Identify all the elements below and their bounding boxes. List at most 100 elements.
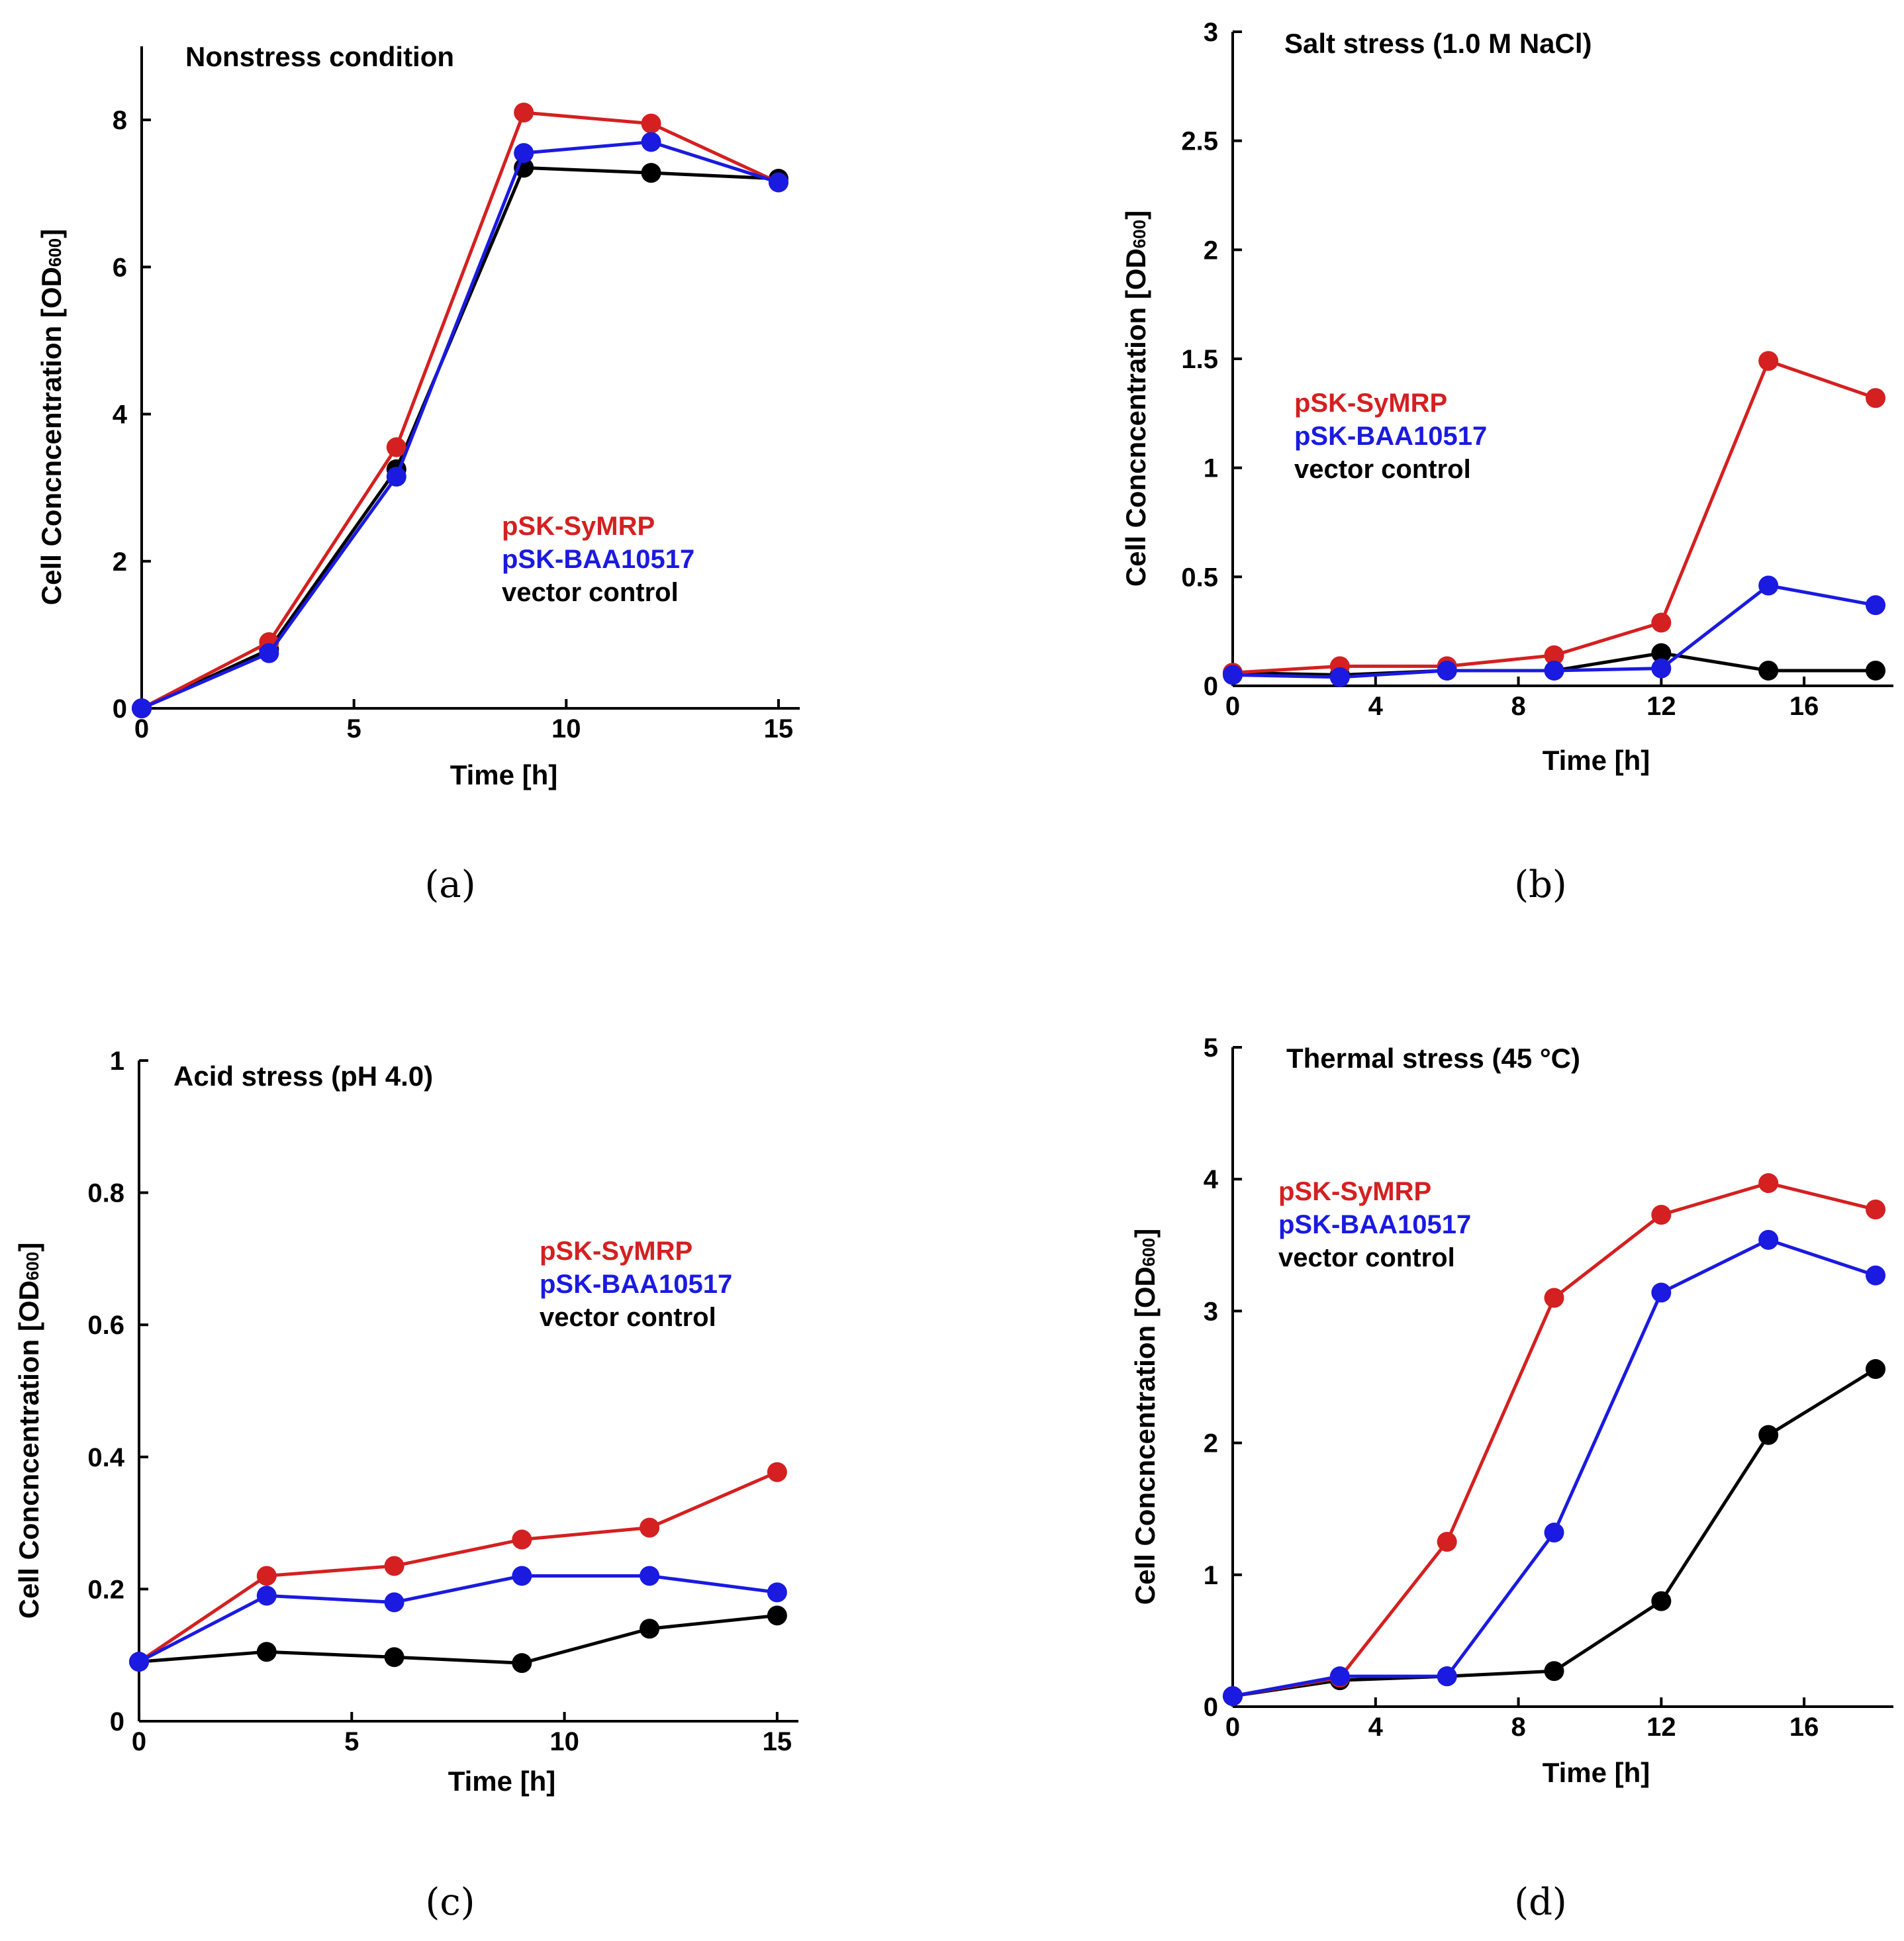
y-axis-title-main: Cell Concncentration [OD bbox=[1129, 1266, 1161, 1605]
data-point bbox=[514, 103, 534, 122]
data-point bbox=[1758, 660, 1779, 681]
data-point bbox=[384, 1592, 405, 1613]
data-point bbox=[1758, 575, 1779, 596]
x-tick-label: 8 bbox=[1511, 692, 1525, 721]
y-axis-title-subscript: 600 bbox=[45, 238, 65, 267]
x-axis-title: Time [h] bbox=[448, 1766, 556, 1797]
x-tick-label: 16 bbox=[1789, 692, 1819, 721]
data-point bbox=[640, 1566, 660, 1586]
series-line-psk-symrp bbox=[140, 111, 779, 710]
legend-entry: pSK-SyMRP bbox=[1278, 1177, 1431, 1206]
legend-entry: vector control bbox=[1294, 455, 1471, 484]
data-point bbox=[386, 437, 406, 457]
data-point bbox=[768, 172, 788, 193]
y-axis-title-main: Cell Concncentration [OD bbox=[36, 267, 67, 605]
data-point bbox=[512, 1566, 532, 1586]
x-tick-label: 8 bbox=[1511, 1713, 1525, 1742]
data-point bbox=[1223, 665, 1243, 685]
data-point bbox=[512, 1529, 532, 1550]
y-tick-label: 4 bbox=[1204, 1165, 1219, 1194]
legend-entry: pSK-SyMRP bbox=[540, 1237, 692, 1266]
y-axis-title-end: ] bbox=[1120, 211, 1151, 220]
panel-label: (c) bbox=[425, 1881, 475, 1924]
data-point bbox=[514, 143, 534, 164]
data-point bbox=[1758, 1173, 1779, 1194]
series-line-vector-control bbox=[140, 166, 779, 710]
x-axis-title: Time [h] bbox=[1543, 1757, 1650, 1788]
x-tick-label: 4 bbox=[1368, 1713, 1384, 1742]
data-point bbox=[1329, 1666, 1350, 1687]
data-point bbox=[132, 698, 152, 718]
data-point bbox=[1866, 1200, 1886, 1220]
legend-entry: pSK-SyMRP bbox=[502, 512, 655, 541]
data-point bbox=[129, 1652, 149, 1672]
data-point bbox=[1329, 667, 1350, 687]
data-point bbox=[767, 1605, 787, 1626]
data-point bbox=[512, 1653, 532, 1674]
legend-entry: pSK-BAA10517 bbox=[1278, 1210, 1471, 1239]
y-axis-title: Cell Concncentration [OD600] bbox=[13, 1243, 44, 1619]
y-tick-label: 0 bbox=[1204, 672, 1218, 701]
data-point bbox=[641, 113, 661, 134]
y-tick-label: 0.2 bbox=[87, 1575, 124, 1604]
data-point bbox=[1866, 660, 1886, 681]
x-tick-label: 16 bbox=[1789, 1713, 1819, 1742]
y-tick-label: 2 bbox=[113, 547, 127, 577]
data-point bbox=[1437, 1532, 1457, 1552]
x-tick-label: 0 bbox=[1225, 692, 1240, 721]
y-axis-title-end: ] bbox=[1129, 1229, 1161, 1238]
data-point bbox=[1544, 1288, 1564, 1308]
x-tick-label: 0 bbox=[134, 714, 149, 743]
legend-entry: pSK-SyMRP bbox=[1294, 389, 1447, 418]
chart-title: Nonstress condition bbox=[185, 41, 454, 72]
x-tick-label: 10 bbox=[549, 1727, 579, 1756]
series-line-psk-baa10517 bbox=[138, 1574, 778, 1664]
y-tick-label: 1 bbox=[1204, 1561, 1218, 1590]
y-tick-label: 5 bbox=[1204, 1033, 1218, 1063]
data-point bbox=[384, 1556, 405, 1576]
y-axis-title-subscript: 600 bbox=[1139, 1238, 1159, 1266]
data-point bbox=[384, 1647, 405, 1668]
y-tick-label: 0.5 bbox=[1181, 563, 1218, 592]
data-point bbox=[1866, 1359, 1886, 1380]
data-point bbox=[640, 1517, 660, 1538]
y-tick-label: 0.6 bbox=[87, 1311, 124, 1340]
y-tick-label: 1.5 bbox=[1181, 345, 1218, 374]
legend-entry: vector control bbox=[540, 1303, 716, 1332]
y-tick-label: 0.4 bbox=[87, 1443, 124, 1472]
series-line-vector-control bbox=[138, 1613, 778, 1665]
y-axis-title-end: ] bbox=[13, 1243, 44, 1252]
y-tick-label: 3 bbox=[1204, 18, 1218, 47]
data-point bbox=[1758, 1229, 1779, 1250]
y-axis-title-end: ] bbox=[36, 229, 67, 238]
x-tick-label: 0 bbox=[132, 1727, 146, 1756]
y-axis-title-main: Cell Concncentration [OD bbox=[1120, 248, 1151, 587]
data-point bbox=[641, 163, 661, 183]
panel-label: (a) bbox=[424, 863, 475, 906]
y-tick-label: 0 bbox=[113, 694, 127, 724]
data-point bbox=[1758, 1425, 1779, 1445]
panel-label: (d) bbox=[1514, 1881, 1567, 1924]
y-tick-label: 0 bbox=[1204, 1693, 1218, 1722]
y-tick-label: 2 bbox=[1204, 1429, 1218, 1458]
data-point bbox=[1544, 1523, 1564, 1543]
x-axis-title: Time [h] bbox=[450, 759, 558, 790]
data-point bbox=[1544, 1661, 1564, 1681]
panel-label: (b) bbox=[1514, 863, 1567, 906]
data-point bbox=[256, 1642, 277, 1662]
y-tick-label: 4 bbox=[113, 401, 128, 430]
data-point bbox=[1437, 660, 1457, 681]
x-tick-label: 5 bbox=[347, 714, 361, 743]
y-axis-title: Cell Concncentration [OD600] bbox=[36, 229, 67, 605]
y-tick-label: 1 bbox=[1204, 454, 1218, 483]
x-tick-label: 12 bbox=[1646, 1713, 1676, 1742]
data-point bbox=[1651, 658, 1672, 679]
data-point bbox=[1758, 351, 1779, 371]
data-point bbox=[1651, 643, 1672, 663]
x-tick-label: 0 bbox=[1225, 1713, 1240, 1742]
data-point bbox=[641, 132, 661, 152]
y-axis-title-subscript: 600 bbox=[23, 1252, 42, 1280]
y-axis-title-main: Cell Concncentration [OD bbox=[13, 1280, 44, 1619]
